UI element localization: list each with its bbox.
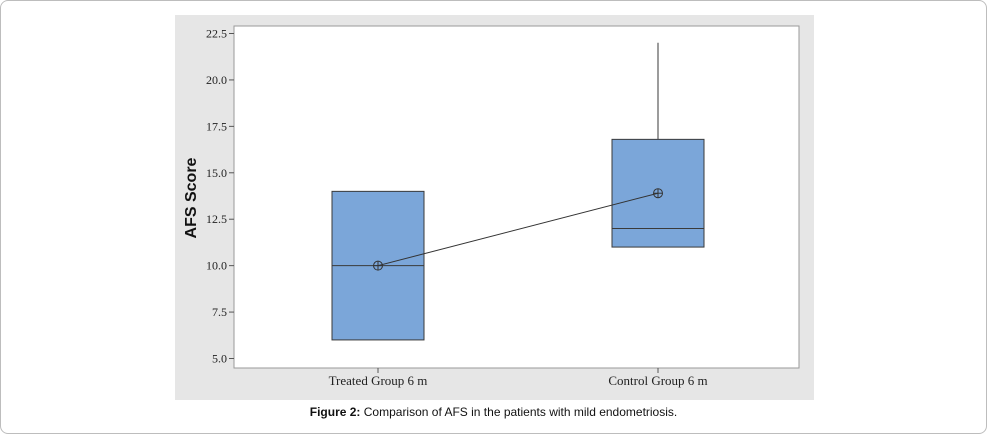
x-tick-label: Control Group 6 m bbox=[608, 373, 707, 388]
y-axis: 5.0 7.5 10.0 12.5 15.0 17.5 20.0 22.5 bbox=[206, 27, 234, 366]
figure-caption: Figure 2: Comparison of AFS in the patie… bbox=[0, 405, 987, 419]
y-tick-label: 5.0 bbox=[212, 352, 227, 366]
mean-marker bbox=[373, 260, 383, 271]
y-tick-label: 7.5 bbox=[212, 305, 227, 319]
x-tick-label: Treated Group 6 m bbox=[329, 373, 428, 388]
y-tick-label: 20.0 bbox=[206, 73, 227, 87]
boxes bbox=[331, 42, 705, 341]
y-tick-label: 17.5 bbox=[206, 119, 227, 133]
x-axis: Treated Group 6 m Control Group 6 m bbox=[329, 368, 708, 388]
y-tick-label: 15.0 bbox=[206, 166, 227, 180]
caption-label: Figure 2: bbox=[309, 405, 361, 419]
y-tick-label: 10.0 bbox=[206, 259, 227, 273]
y-axis-label: AFS Score bbox=[183, 157, 200, 238]
y-tick-label: 22.5 bbox=[206, 27, 227, 41]
plot-area bbox=[233, 25, 800, 369]
mean-marker bbox=[653, 188, 663, 199]
caption-text: Comparison of AFS in the patients with m… bbox=[360, 405, 678, 419]
mean-connect-line bbox=[377, 192, 659, 267]
y-tick-label: 12.5 bbox=[206, 212, 227, 226]
